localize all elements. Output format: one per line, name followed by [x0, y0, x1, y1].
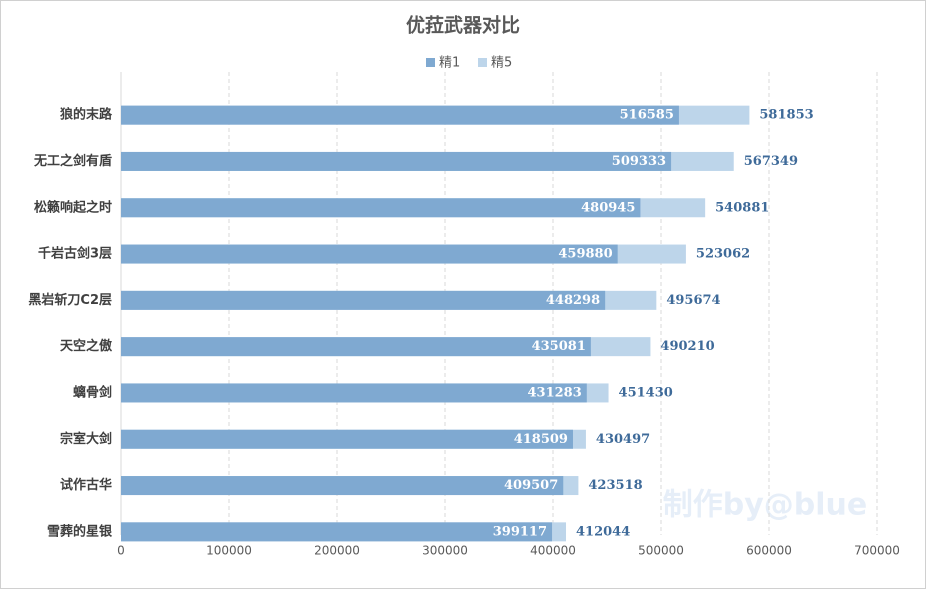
data-label: 435081	[532, 339, 586, 354]
bar	[121, 476, 564, 496]
x-tick-label: 0	[117, 544, 125, 558]
bar	[121, 337, 591, 357]
data-label: 540881	[715, 200, 769, 215]
bar	[121, 290, 606, 310]
data-label: 490210	[660, 339, 714, 354]
data-label: 412044	[576, 524, 630, 539]
x-tick-label: 400000	[530, 544, 576, 558]
data-label: 418509	[514, 432, 568, 447]
y-tick-label: 宗室大剑	[60, 431, 112, 447]
bar	[121, 198, 641, 218]
data-label: 480945	[581, 200, 635, 215]
x-tick-label: 200000	[314, 544, 360, 558]
bar	[121, 522, 553, 542]
y-tick-label: 狼的末路	[59, 107, 113, 123]
x-tick-label: 500000	[638, 544, 684, 558]
data-label: 431283	[528, 385, 582, 400]
y-tick-label: 松籁响起之时	[34, 199, 112, 215]
bar	[121, 429, 573, 449]
bar	[121, 244, 618, 264]
y-tick-label: 试作古华	[60, 477, 112, 493]
x-tick-label: 100000	[206, 544, 252, 558]
data-label: 448298	[546, 293, 600, 308]
y-tick-label: 螭骨剑	[73, 384, 112, 400]
y-tick-label: 千岩古剑3层	[38, 246, 112, 262]
data-label: 509333	[612, 154, 666, 169]
x-tick-label: 700000	[854, 544, 900, 558]
chart-title: 优菈武器对比	[406, 14, 520, 37]
data-label: 459880	[558, 247, 612, 262]
data-label: 495674	[666, 293, 720, 308]
data-label: 516585	[620, 108, 674, 123]
data-label: 423518	[588, 478, 642, 493]
bar	[121, 105, 679, 125]
x-tick-label: 300000	[422, 544, 468, 558]
x-tick-label: 600000	[746, 544, 792, 558]
data-label: 409507	[504, 478, 558, 493]
data-label: 451430	[619, 385, 673, 400]
data-label: 523062	[696, 247, 750, 262]
bar	[121, 151, 672, 171]
legend-label: 精1	[439, 56, 460, 71]
data-label: 567349	[744, 154, 798, 169]
watermark: 制作by@blue	[663, 488, 868, 523]
legend-label: 精5	[491, 56, 512, 71]
y-tick-label: 黑岩斩刀C2层	[28, 292, 112, 308]
data-label: 399117	[493, 524, 547, 539]
bar	[121, 383, 587, 403]
y-tick-label: 天空之傲	[60, 338, 113, 354]
y-tick-label: 雪葬的星银	[47, 523, 113, 539]
y-tick-label: 无工之剑有盾	[33, 153, 112, 169]
legend-swatch	[426, 58, 435, 67]
data-label: 581853	[759, 108, 813, 123]
legend-swatch	[478, 58, 487, 67]
data-label: 430497	[596, 432, 650, 447]
